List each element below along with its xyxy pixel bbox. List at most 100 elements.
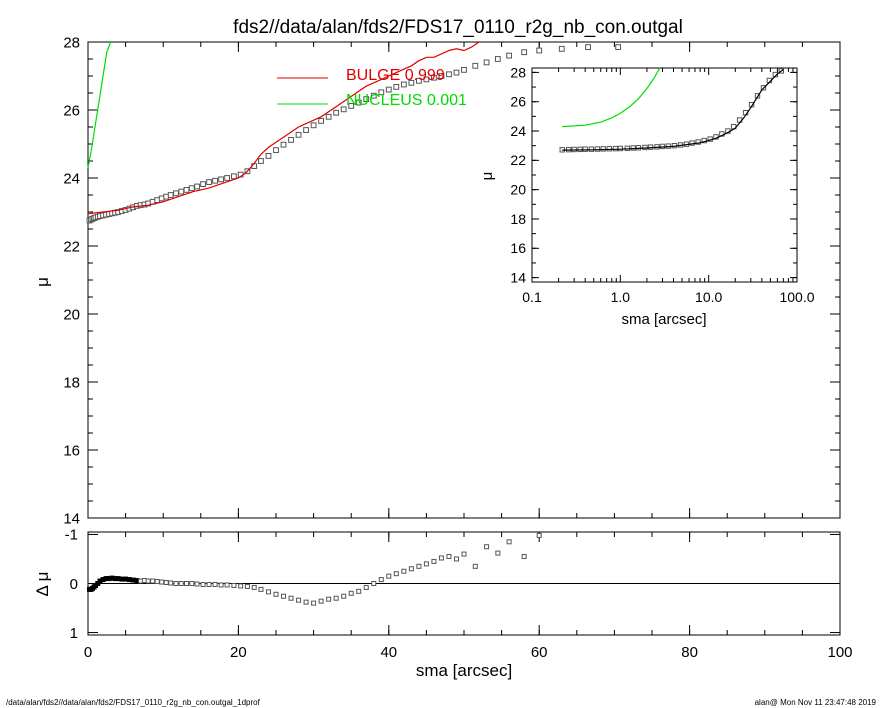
data-point [341, 593, 347, 599]
y-tick-label: 26 [63, 102, 80, 119]
data-point [494, 56, 501, 62]
y-tick-label: 20 [63, 306, 80, 323]
data-point [178, 188, 185, 195]
data-point [612, 145, 619, 152]
data-point [163, 580, 169, 586]
x-tick-label: 20 [230, 644, 247, 661]
data-point [536, 47, 543, 54]
y-tick-label: 18 [63, 374, 80, 391]
data-point [472, 563, 478, 569]
series-line-nucleus [562, 67, 661, 128]
y-tick-label: 28 [510, 64, 526, 80]
data-point [582, 146, 588, 152]
data-point [154, 579, 160, 585]
data-point [280, 141, 287, 148]
data-point [423, 76, 430, 83]
y-tick-label: 14 [63, 510, 80, 527]
data-point [431, 74, 437, 81]
data-point [408, 566, 414, 572]
data-point [325, 113, 332, 120]
data-point [393, 571, 399, 577]
data-point [371, 581, 377, 586]
data-point [378, 89, 385, 96]
data-point [363, 584, 369, 590]
data-point [184, 581, 190, 586]
data-point [438, 555, 444, 561]
y-tick-label: 16 [510, 240, 526, 256]
data-point [340, 106, 347, 113]
data-point [173, 581, 179, 586]
data-point [378, 577, 384, 583]
data-point [585, 44, 591, 51]
data-point [401, 568, 407, 574]
data-point [159, 579, 165, 585]
data-point [356, 588, 362, 594]
data-point [415, 77, 422, 84]
data-point [446, 554, 452, 560]
data-point [370, 92, 377, 99]
data-point [303, 599, 309, 605]
data-point [218, 582, 224, 588]
series-line-bulge [87, 41, 480, 215]
y-tick-label: 18 [510, 211, 526, 227]
data-point [224, 175, 231, 181]
legend-label-nucleus: NUCLEUS 0.001 [346, 92, 467, 109]
data-point [588, 146, 595, 152]
data-point [288, 595, 294, 601]
data-point [296, 597, 302, 603]
data-point [183, 187, 190, 193]
data-point [484, 544, 490, 550]
inset-y-axis-label: μ [479, 172, 496, 181]
data-point [461, 551, 467, 557]
x-tick-label: 80 [681, 644, 698, 661]
data-point [400, 81, 407, 88]
data-point [423, 561, 429, 567]
data-point [212, 177, 218, 184]
x-tick-label: 10.0 [695, 289, 722, 305]
inset-x-axis-label: sma [arcsec] [621, 311, 706, 328]
data-point [206, 179, 212, 185]
data-point [495, 550, 501, 556]
data-point [145, 578, 151, 584]
residual-series-group [87, 532, 542, 606]
data-point [606, 146, 612, 152]
series-points-residual [87, 532, 542, 606]
y-tick-label: -1 [65, 527, 78, 544]
data-point [453, 69, 460, 76]
data-point [521, 49, 528, 56]
y-tick-label: 22 [510, 152, 526, 168]
data-point [310, 122, 317, 129]
series-line-nucleus [87, 41, 112, 168]
data-point [311, 600, 317, 606]
data-point [506, 52, 513, 59]
data-point [318, 598, 324, 604]
data-point [288, 137, 294, 143]
data-point [446, 71, 452, 78]
data-point [355, 99, 362, 106]
data-point [558, 45, 565, 52]
data-point [333, 109, 340, 116]
data-point [265, 153, 272, 159]
data-point [363, 96, 370, 103]
y-tick-label: 14 [510, 270, 526, 286]
data-point [695, 139, 701, 145]
data-point [273, 591, 279, 597]
y-tick-label: 0 [70, 576, 78, 593]
inset-log-panel: 0.1 1.0 10.0 100.0 14 16 18 20 22 24 26 28 μ sma [a… [479, 64, 815, 328]
data-point [295, 131, 302, 138]
main-y-axis-label: μ [33, 277, 52, 287]
main-axis-ticks: 14 16 18 20 22 24 26 28 [63, 34, 841, 527]
x-tick-label: 100.0 [779, 289, 814, 305]
data-point [200, 181, 206, 188]
x-tick-label: 100 [827, 644, 852, 661]
data-point [167, 192, 174, 198]
footer-timestamp: alan@ Mon Nov 11 23:47:48 2019 [755, 698, 877, 707]
data-point [431, 558, 437, 564]
data-point [453, 556, 459, 562]
legend: BULGE 0.999 NUCLEUS 0.001 [277, 67, 467, 109]
data-point [594, 146, 601, 152]
data-point [173, 190, 179, 197]
data-point [408, 79, 415, 86]
data-point [265, 589, 271, 595]
